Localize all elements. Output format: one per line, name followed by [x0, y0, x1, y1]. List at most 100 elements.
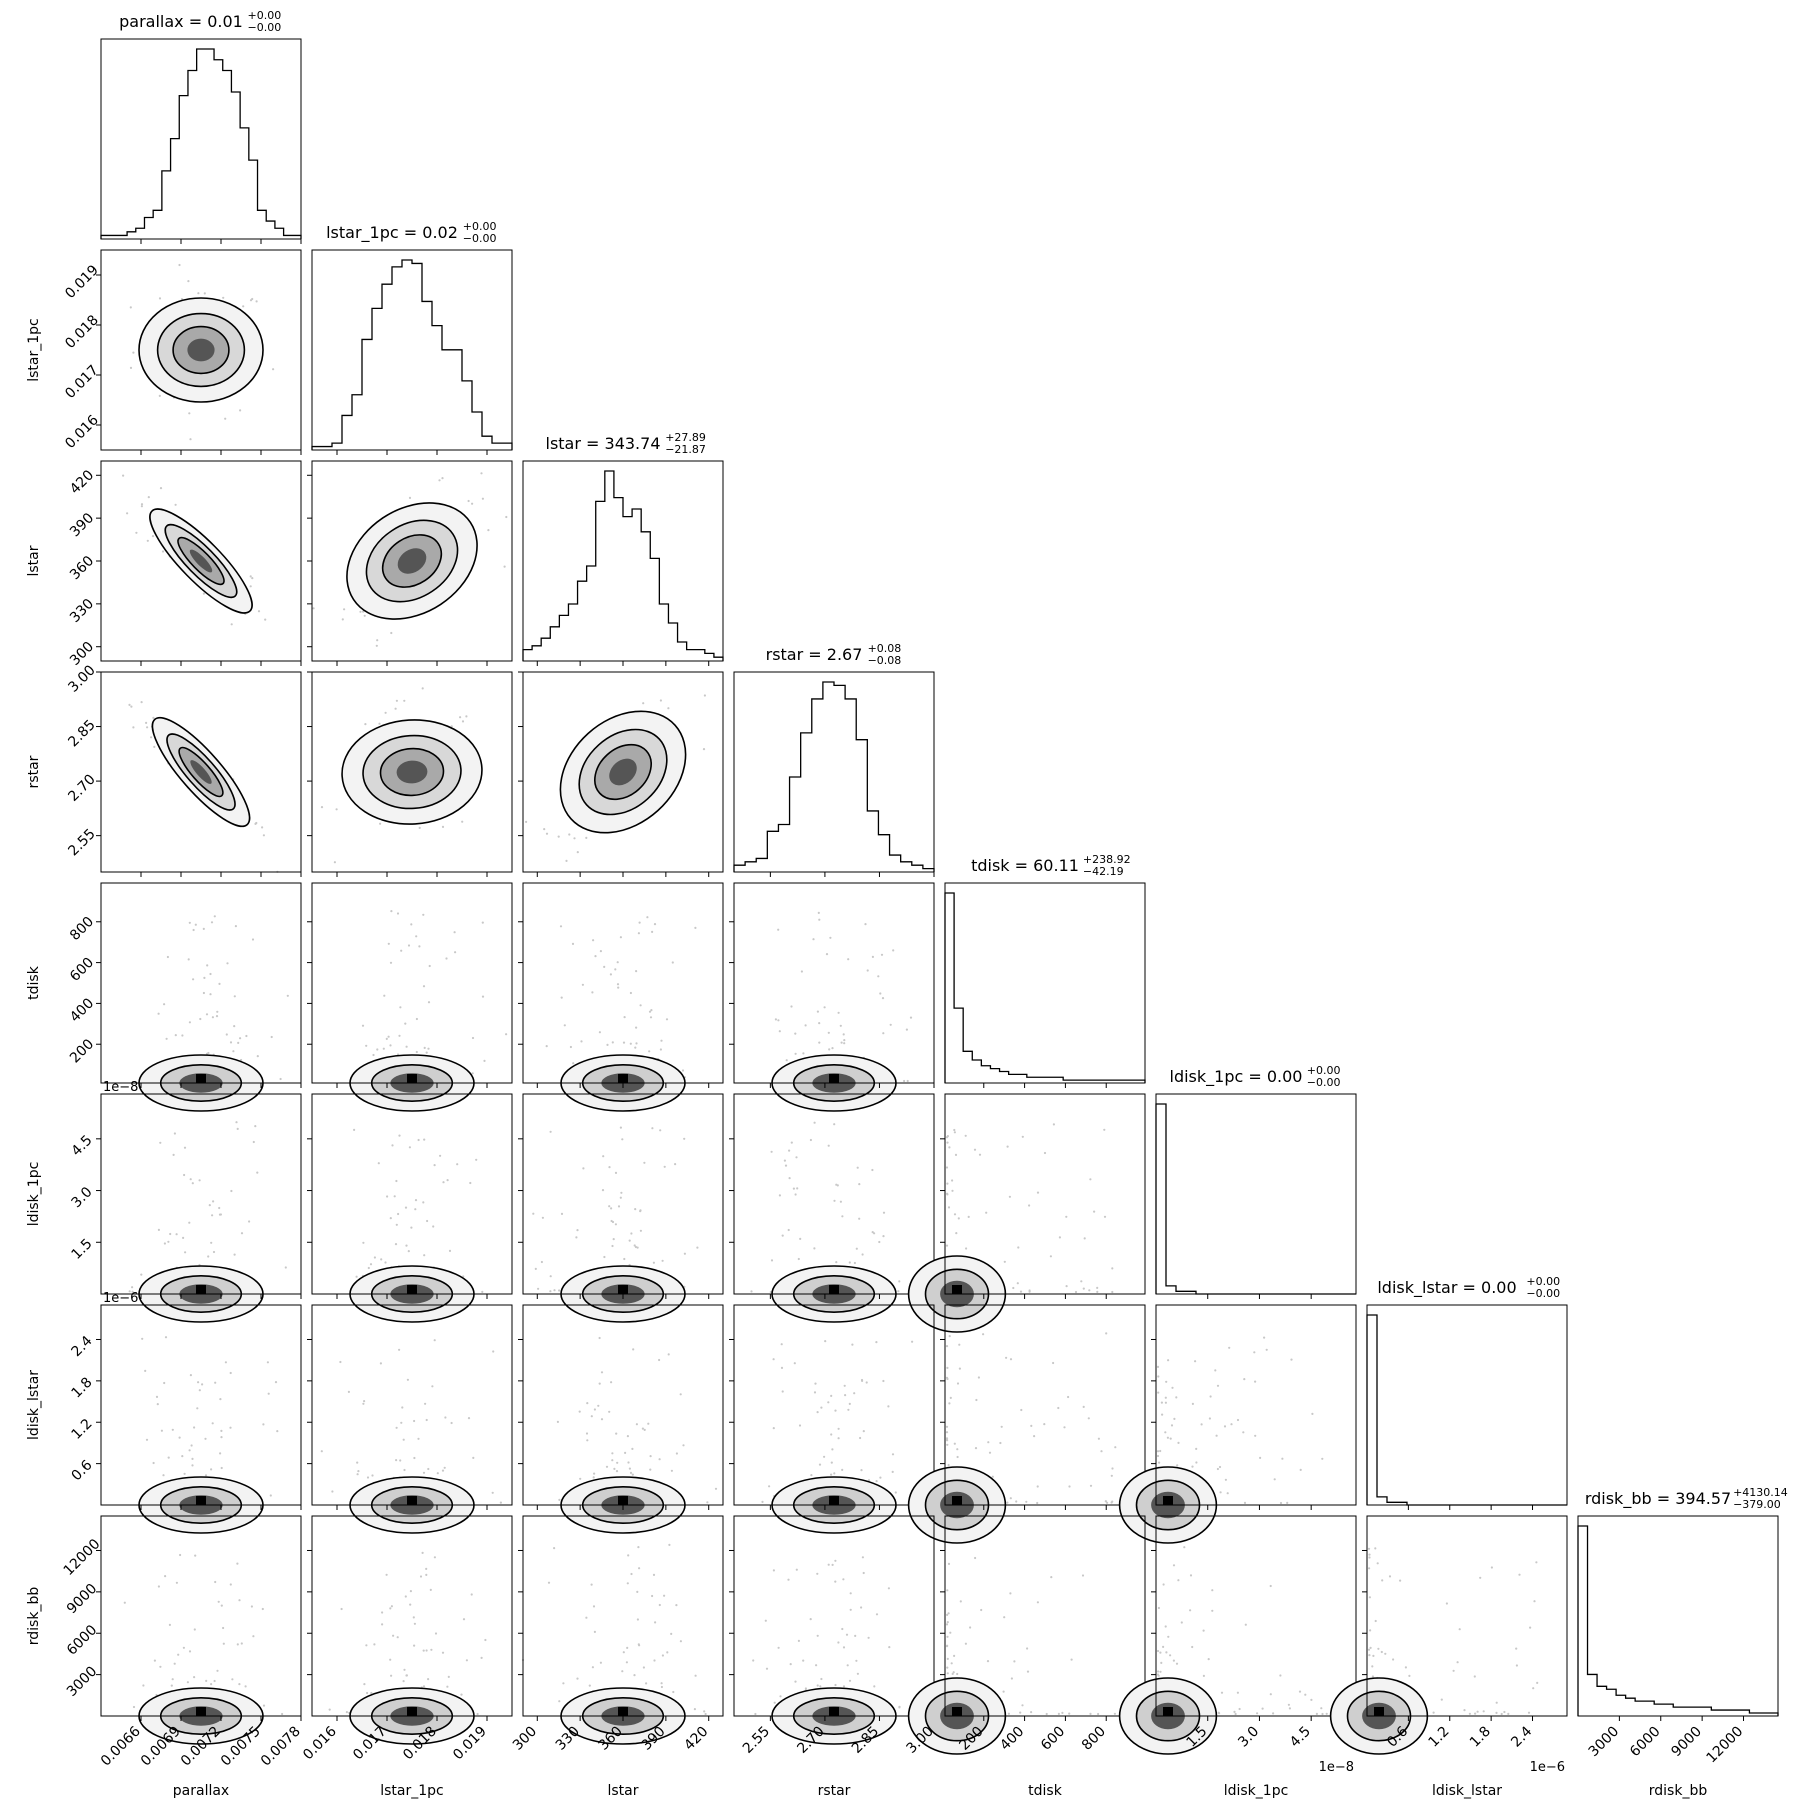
scatter-point — [245, 1034, 248, 1038]
scatter-point — [215, 1015, 219, 1018]
contour-level — [396, 760, 428, 784]
scatter-point — [853, 1392, 856, 1395]
scatter-point — [1030, 1711, 1033, 1714]
x-axis-label: lstar_1pc — [380, 1783, 444, 1799]
scatter-point — [865, 1381, 868, 1384]
scatter-point — [1156, 1365, 1160, 1368]
scatter-point — [409, 1603, 412, 1606]
y-tick-label: 0.6 — [69, 1457, 96, 1484]
panel-frame — [944, 882, 1146, 1084]
scatter-point — [958, 1343, 961, 1346]
scatter-point — [848, 1679, 852, 1682]
scatter-point — [414, 1199, 418, 1202]
scatter-point — [652, 1573, 656, 1576]
scatter-point — [390, 631, 393, 635]
scatter-point — [1367, 1547, 1371, 1550]
scatter-point — [660, 1682, 663, 1685]
scatter-point — [414, 1208, 417, 1211]
density-contours — [149, 508, 253, 614]
scatter-point — [611, 1452, 614, 1455]
scatter-point — [1113, 1712, 1116, 1715]
scatter-point — [606, 1043, 609, 1046]
scatter-point — [1169, 1437, 1172, 1440]
scatter-point — [401, 1406, 404, 1409]
scatter-point — [957, 1217, 960, 1220]
scatter-point — [425, 1051, 428, 1054]
scatter-point — [633, 1674, 636, 1677]
scatter-point — [397, 1212, 400, 1216]
hist-step-line — [100, 48, 302, 239]
scatter-point — [214, 1381, 217, 1384]
scatter-point — [814, 1382, 817, 1385]
scatter-point — [621, 1670, 624, 1673]
scatter-point — [855, 1659, 858, 1662]
scatter-point — [626, 1435, 629, 1438]
scatter-point — [946, 1657, 949, 1660]
scatter-point — [425, 1418, 428, 1422]
y-tick-label: 12000 — [61, 1536, 104, 1579]
scatter-point — [1273, 1478, 1276, 1481]
scatter-point — [399, 1459, 402, 1462]
scatter-point — [1527, 1711, 1531, 1714]
panel-frame — [522, 882, 724, 1084]
scatter-point — [949, 1631, 952, 1634]
scatter-point — [1157, 1375, 1160, 1378]
x-tick-label: 420 — [681, 1724, 711, 1754]
scatter-point — [1321, 1712, 1324, 1716]
scatter-point — [1065, 1215, 1068, 1218]
scatter-point — [861, 1556, 864, 1559]
scatter-point — [415, 1050, 418, 1054]
scatter-point — [1058, 1236, 1061, 1239]
scatter-point — [947, 1206, 951, 1209]
scatter-point — [202, 592, 205, 595]
title-main: ldisk_lstar = 0.00 — [1377, 1278, 1516, 1298]
scatter-point — [1173, 1417, 1176, 1420]
scatter-point — [1156, 1450, 1160, 1453]
scatter-point — [249, 585, 252, 588]
scatter-point — [1310, 1698, 1313, 1701]
scatter-point — [1043, 1423, 1046, 1426]
scatter-point — [1081, 1574, 1085, 1577]
scatter-point — [384, 1261, 387, 1264]
panel-rdisk_bb-vs-lstar — [518, 1515, 724, 1745]
scatter-point — [812, 938, 815, 941]
scatter-point — [580, 1040, 583, 1043]
scatter-point — [178, 1436, 181, 1439]
panel-frame — [311, 1515, 513, 1717]
y-tick-label: 1.2 — [69, 1416, 96, 1443]
scatter-point — [659, 1048, 662, 1051]
scatter-point — [179, 1553, 182, 1557]
scatter-point — [1223, 1425, 1227, 1428]
scatter-point — [594, 955, 597, 958]
scatter-point — [611, 1220, 615, 1224]
scatter-point — [1156, 1673, 1160, 1676]
scatter-point — [906, 1079, 909, 1083]
scatter-point — [1259, 1456, 1262, 1459]
title-sup: +0.00 — [1526, 1275, 1560, 1288]
scatter-point — [1236, 1418, 1240, 1422]
scatter-point — [487, 529, 490, 532]
scatter-point — [240, 1232, 244, 1235]
scatter-point — [389, 1217, 392, 1220]
scatter-point — [1230, 1423, 1233, 1426]
scatter-point — [1162, 1645, 1165, 1648]
scatter-point — [1159, 1670, 1162, 1673]
scatter-point — [658, 1603, 661, 1607]
scatter-point — [1216, 1467, 1219, 1471]
scatter-point — [787, 1578, 790, 1581]
panel-frame — [944, 1304, 1146, 1506]
title-main: rstar = 2.67 — [766, 645, 863, 664]
panel-frame — [944, 1093, 1146, 1295]
scatter-point — [953, 1442, 956, 1445]
scatter-point — [612, 1238, 615, 1241]
scatter-point — [951, 1672, 954, 1675]
scatter-point — [188, 1650, 192, 1653]
scatter-point — [1243, 1501, 1247, 1504]
scatter-point — [252, 1635, 255, 1638]
scatter-point — [946, 1672, 949, 1675]
scatter-point — [1384, 1652, 1387, 1655]
scatter-point — [467, 499, 470, 503]
scatter-point — [982, 1333, 985, 1336]
scatter-point — [627, 1461, 630, 1464]
y-axis-ldisk_1pc: 1.5 3.0 4.5 ldisk_1pc 1e−8 — [26, 1080, 138, 1263]
